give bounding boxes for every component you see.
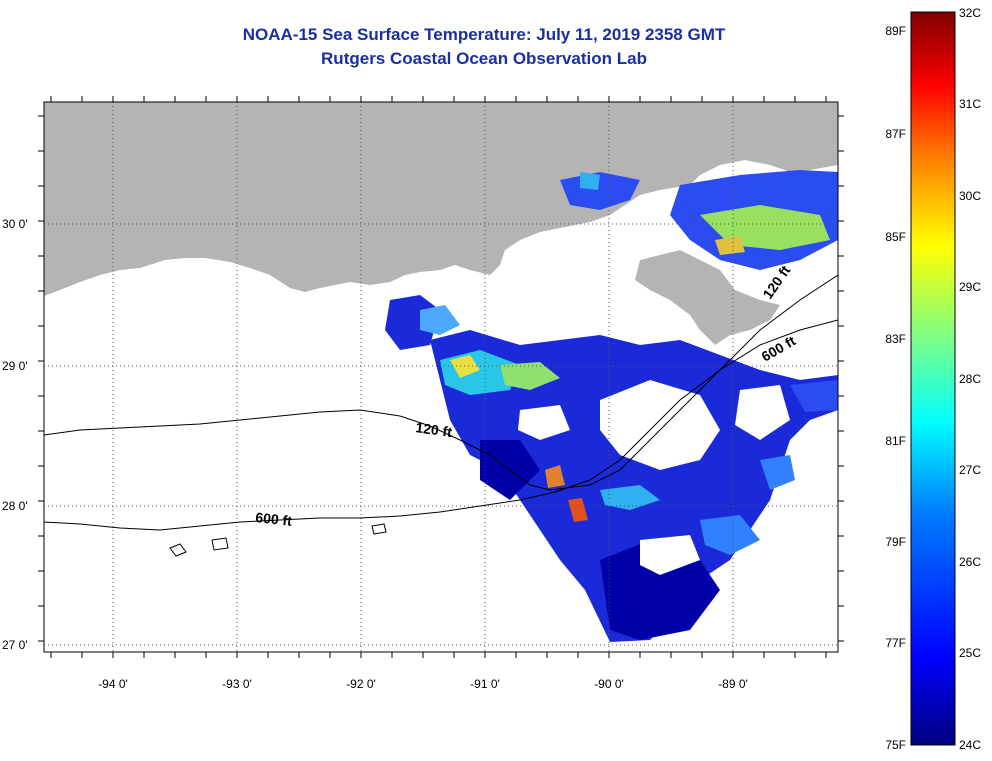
colorbar-label-f: 75F xyxy=(885,738,906,752)
map-title: NOAA-15 Sea Surface Temperature: July 11… xyxy=(242,25,726,44)
colorbar-label-c: 29C xyxy=(959,280,981,294)
map-subtitle: Rutgers Coastal Ocean Observation Lab xyxy=(321,49,647,68)
lon-label: -91 0' xyxy=(470,677,500,691)
cloud-mask xyxy=(518,290,790,575)
lon-axis-labels: -94 0' -93 0' -92 0' -91 0' -90 0' -89 0… xyxy=(98,677,748,691)
colorbar-label-c: 28C xyxy=(959,372,981,386)
colorbar-label-c: 26C xyxy=(959,555,981,569)
lon-label: -90 0' xyxy=(594,677,624,691)
colorbar: 89F 87F 85F 83F 81F 79F 77F 75F 32C 31C … xyxy=(885,6,981,752)
colorbar-label-f: 87F xyxy=(885,127,906,141)
colorbar-label-f: 81F xyxy=(885,434,906,448)
land-mass xyxy=(44,102,838,296)
lon-label: -92 0' xyxy=(346,677,376,691)
colorbar-label-c: 30C xyxy=(959,189,981,203)
sst-data xyxy=(385,170,838,642)
lat-label: 30 0' xyxy=(2,217,28,231)
colorbar-label-f: 89F xyxy=(885,24,906,38)
lon-label: -94 0' xyxy=(98,677,128,691)
isobath-600ft xyxy=(44,319,838,531)
lat-label: 29 0' xyxy=(2,359,28,373)
lon-label: -89 0' xyxy=(718,677,748,691)
colorbar-label-c: 27C xyxy=(959,463,981,477)
colorbar-gradient xyxy=(910,11,956,746)
colorbar-label-f: 79F xyxy=(885,535,906,549)
colorbar-label-c: 32C xyxy=(959,6,981,20)
isobath-label-120ft-west: 120 ft xyxy=(415,419,454,440)
lat-label: 27 0' xyxy=(2,638,28,652)
lat-label: 28 0' xyxy=(2,499,28,513)
colorbar-label-c: 25C xyxy=(959,646,981,660)
colorbar-label-f: 85F xyxy=(885,230,906,244)
isobaths xyxy=(44,274,838,557)
delta-land xyxy=(635,250,780,345)
isobath-120ft xyxy=(44,274,838,491)
lon-label: -93 0' xyxy=(222,677,252,691)
lat-axis-labels: 30 0' 29 0' 28 0' 27 0' xyxy=(2,217,28,652)
map-border xyxy=(43,101,839,653)
axis-ticks xyxy=(38,96,844,658)
isobath-label-600ft-west: 600 ft xyxy=(255,509,293,529)
colorbar-label-f: 83F xyxy=(885,332,906,346)
colorbar-label-c: 24C xyxy=(959,738,981,752)
graticule xyxy=(44,102,838,652)
colorbar-label-c: 31C xyxy=(959,97,981,111)
colorbar-label-f: 77F xyxy=(885,636,906,650)
